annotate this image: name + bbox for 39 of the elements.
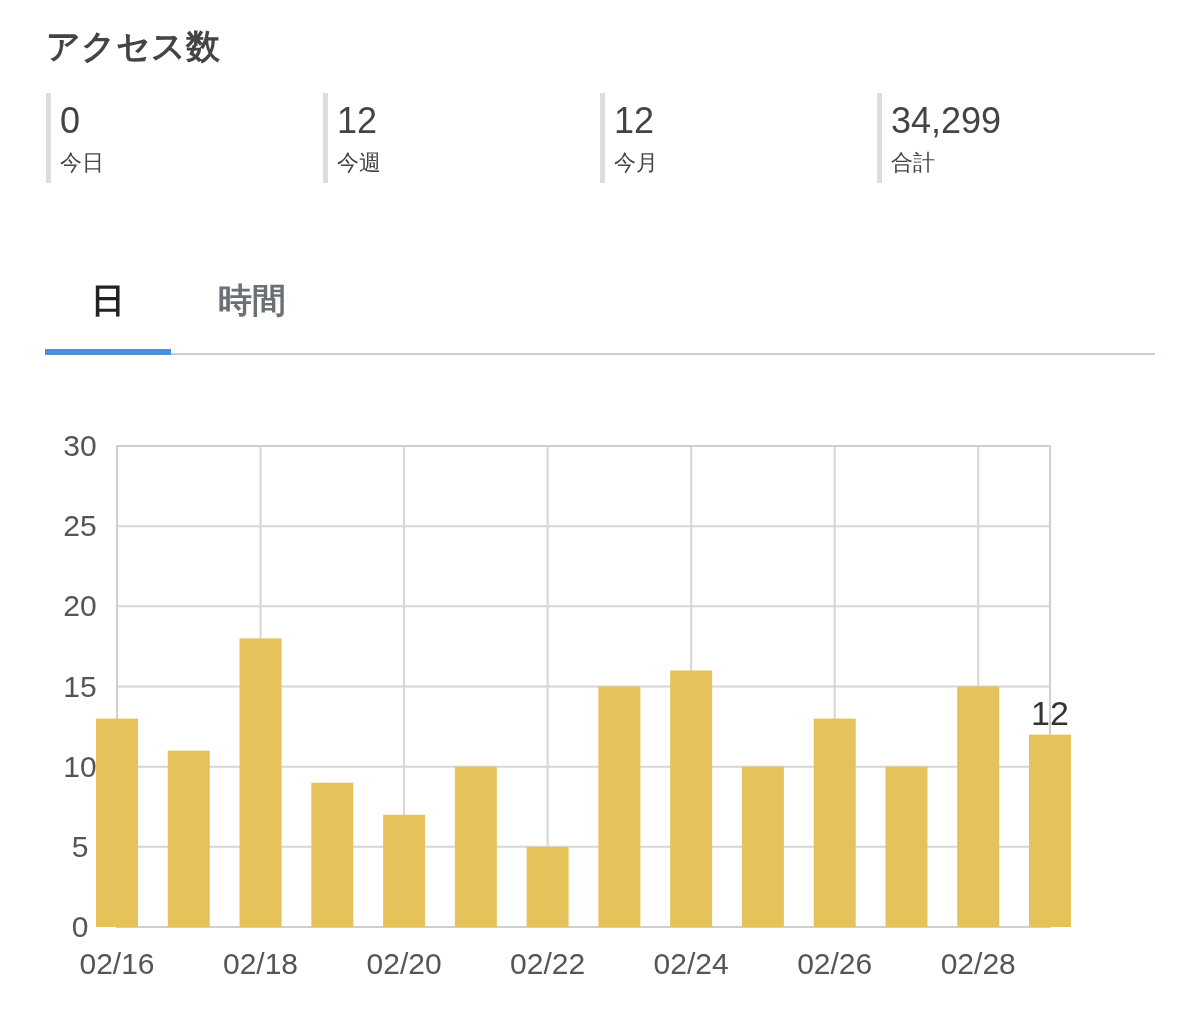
y-tick-label: 0 bbox=[71, 910, 89, 943]
text: 日 bbox=[91, 281, 125, 319]
bar bbox=[454, 766, 497, 927]
bar bbox=[96, 718, 138, 927]
text: 今日 bbox=[60, 150, 104, 175]
text: 12 bbox=[614, 100, 655, 141]
bar bbox=[813, 718, 856, 927]
bar bbox=[167, 750, 210, 927]
y-tick-label: 20 bbox=[63, 589, 97, 623]
y-tick-label: 25 bbox=[63, 509, 97, 543]
x-tick-label: 02/20 bbox=[366, 947, 442, 980]
y-tick-label: 15 bbox=[63, 669, 97, 703]
text: 合計 bbox=[891, 150, 935, 175]
x-tick-label: 02/16 bbox=[79, 947, 155, 980]
bar bbox=[741, 766, 784, 927]
y-tick-label: 5 bbox=[71, 829, 89, 863]
text: 時間 bbox=[218, 281, 286, 319]
bar bbox=[383, 814, 426, 927]
x-tick-label: 02/28 bbox=[940, 947, 1016, 980]
text: 今月 bbox=[614, 150, 658, 175]
text: 今週 bbox=[337, 150, 381, 175]
text: 34,299 bbox=[891, 100, 1002, 141]
bar bbox=[885, 766, 928, 927]
bar bbox=[957, 686, 1000, 927]
y-tick-label: 30 bbox=[63, 429, 97, 462]
bar bbox=[239, 638, 282, 927]
data-label: 12 bbox=[1031, 693, 1069, 732]
bar bbox=[598, 686, 641, 927]
x-tick-label: 02/22 bbox=[510, 947, 586, 980]
y-tick-label: 10 bbox=[63, 749, 97, 783]
x-tick-label: 02/18 bbox=[223, 947, 299, 980]
bar bbox=[1029, 734, 1071, 927]
text: アクセス数 bbox=[46, 27, 221, 65]
bar bbox=[526, 846, 569, 927]
text: 12 bbox=[337, 100, 378, 141]
x-tick-label: 02/24 bbox=[653, 947, 729, 980]
x-tick-label: 02/26 bbox=[797, 947, 873, 980]
bar bbox=[311, 782, 354, 927]
bar bbox=[670, 670, 713, 927]
